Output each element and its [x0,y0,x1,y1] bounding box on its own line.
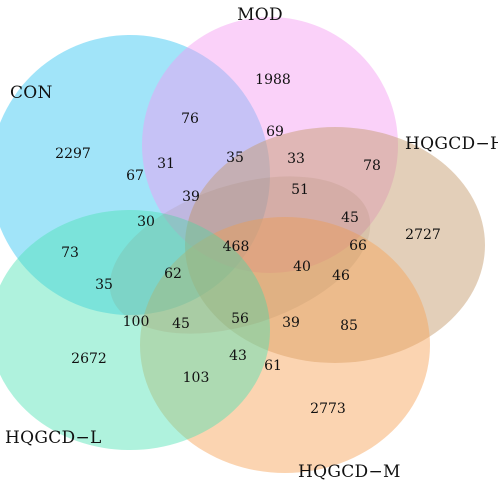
set-petal-band [109,176,371,334]
set-hqgcdh-region [185,127,485,363]
region-count: 62 [164,266,182,282]
region-count: 31 [157,156,175,172]
region-count: 46 [332,268,350,284]
region-count: 2297 [55,146,91,162]
region-count: 33 [287,151,305,167]
region-count: 2773 [310,401,346,417]
set-hqgcdm-region [140,217,430,473]
region-count: 43 [229,348,247,364]
region-count: 45 [341,210,359,226]
set-label-mod: MOD [237,5,283,25]
venn-shapes [0,17,485,473]
region-count: 1988 [255,72,291,88]
region-count: 67 [126,168,144,184]
set-label-hqgcdl: HQGCD−L [5,428,102,448]
region-count: 76 [181,111,199,127]
region-count: 51 [291,182,309,198]
set-label-con: CON [10,83,53,103]
set-con-region [0,35,270,315]
set-mod-region [142,17,398,273]
region-count: 40 [293,259,311,275]
region-count: 85 [340,318,358,334]
set-labels: MOD CON HQGCD−H HQGCD−L HQGCD−M [5,5,498,482]
region-count: 45 [172,316,190,332]
region-count: 61 [264,358,282,374]
set-label-hqgcdm: HQGCD−M [298,462,401,482]
region-count: 100 [123,314,150,330]
region-count: 35 [95,277,113,293]
region-count: 73 [61,245,79,261]
region-count: 35 [226,150,244,166]
region-count: 468 [223,239,250,255]
region-counts: 1988 2297 2727 2672 2773 76 69 31 35 33 … [55,72,441,417]
set-label-hqgcdh: HQGCD−H [405,134,498,154]
set-hqgcdl-region [0,210,270,450]
region-count: 66 [349,238,367,254]
region-count: 78 [363,158,381,174]
region-count: 30 [137,214,155,230]
region-count: 39 [282,315,300,331]
region-count: 56 [231,311,249,327]
region-count: 2727 [405,227,441,243]
region-count: 2672 [71,351,107,367]
region-count: 69 [266,124,284,140]
region-count: 39 [182,189,200,205]
region-count: 103 [183,370,210,386]
